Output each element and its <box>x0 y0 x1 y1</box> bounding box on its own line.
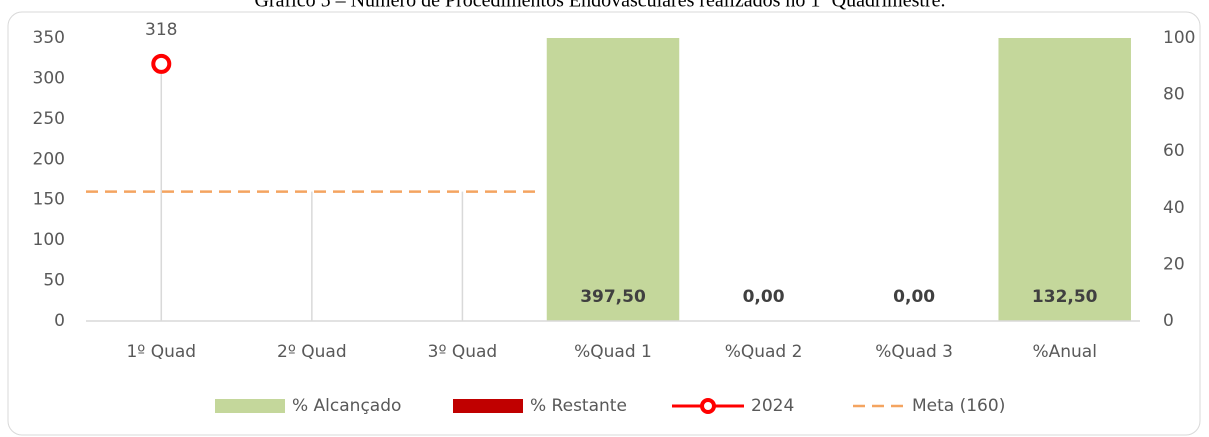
x-tick-label: 1º Quad <box>126 342 196 362</box>
x-tick-label: %Quad 3 <box>875 342 953 362</box>
y-tick-label: 250 <box>33 109 65 129</box>
data-label: 132,50 <box>1032 287 1098 307</box>
legend-label: % Alcançado <box>292 396 401 416</box>
y2-tick-label: 20 <box>1163 254 1185 274</box>
legend-swatch <box>215 399 285 413</box>
y-tick-label: 150 <box>33 190 65 210</box>
legend-label: 2024 <box>751 396 794 416</box>
bar <box>546 38 680 322</box>
y-tick-label: 200 <box>33 149 65 169</box>
y2-tick-label: 100 <box>1163 28 1195 48</box>
y-tick-label: 100 <box>33 230 65 250</box>
data-label: 0,00 <box>893 287 935 307</box>
legend-swatch <box>700 398 716 414</box>
y2-tick-label: 40 <box>1163 198 1185 218</box>
legend-label: Meta (160) <box>912 396 1005 416</box>
bar <box>998 38 1131 322</box>
chart-title: Gráfico 5 – Número de Procedimentos Endo… <box>255 0 946 12</box>
y2-tick-label: 60 <box>1163 141 1185 161</box>
x-tick-label: %Quad 1 <box>574 342 652 362</box>
y-tick-label: 50 <box>43 271 65 291</box>
data-label: 0,00 <box>743 287 785 307</box>
x-tick-label: 3º Quad <box>428 342 498 362</box>
y-tick-label: 0 <box>54 311 65 331</box>
y-tick-label: 350 <box>33 28 65 48</box>
y-tick-label: 300 <box>33 68 65 88</box>
y2-tick-label: 0 <box>1163 311 1174 331</box>
line-marker <box>151 53 172 74</box>
y2-tick-label: 80 <box>1163 85 1185 105</box>
x-tick-label: %Anual <box>1032 342 1096 362</box>
legend-swatch <box>453 399 523 413</box>
x-tick-label: 2º Quad <box>277 342 347 362</box>
data-label: 397,50 <box>580 287 646 307</box>
data-label: 318 <box>145 20 177 40</box>
x-tick-label: %Quad 2 <box>725 342 803 362</box>
legend-label: % Restante <box>530 396 627 416</box>
